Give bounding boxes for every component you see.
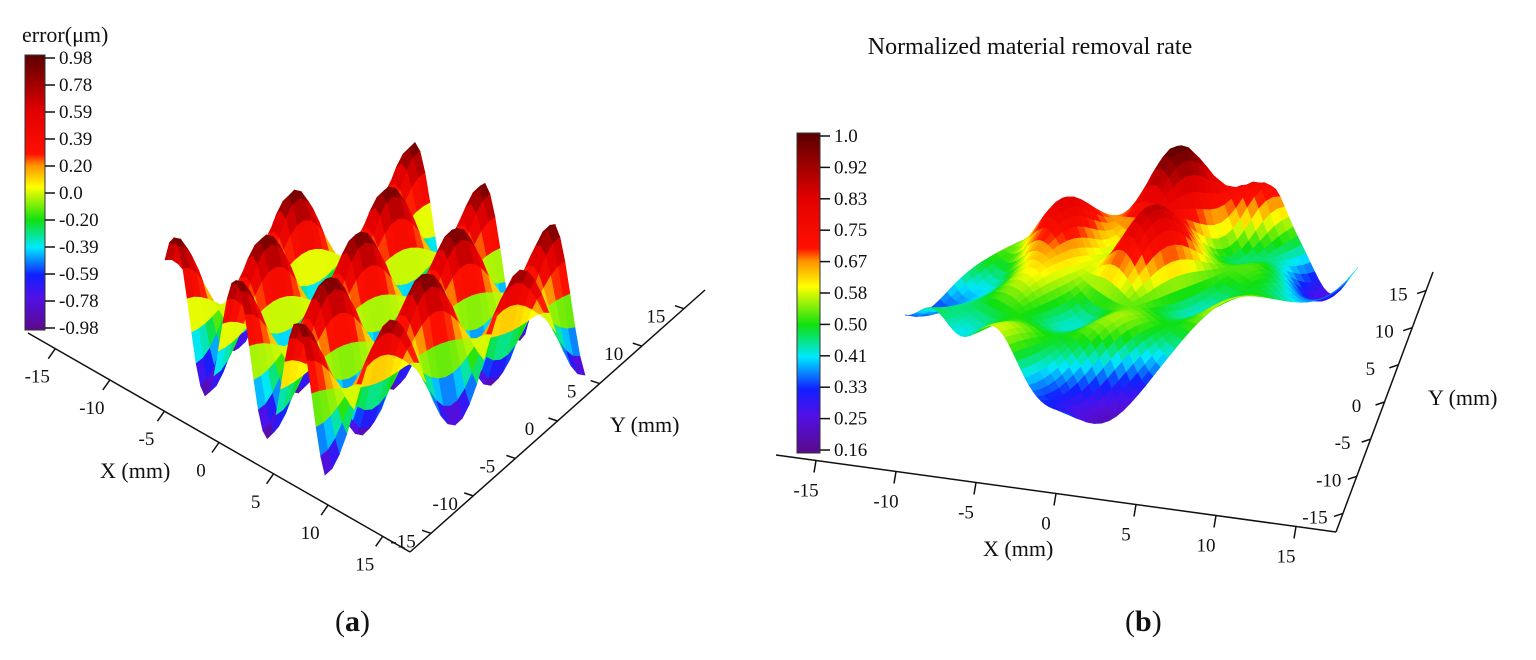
colorbar-tick-label: -0.59	[59, 264, 99, 285]
surface-plot-b	[904, 145, 1359, 424]
caption-b: (b)	[1125, 605, 1162, 638]
surface-patch	[1060, 410, 1073, 416]
y-tick-label: 10	[1375, 322, 1394, 343]
x-tick	[1213, 515, 1217, 528]
y-tick	[1402, 327, 1413, 332]
colorbar-tick-label: 0.75	[834, 220, 867, 241]
y-tick-label: -5	[479, 456, 495, 477]
caption-b-letter: b	[1135, 605, 1152, 638]
y-tick-label: 5	[567, 382, 577, 403]
x-axis-label-b: X (mm)	[983, 536, 1053, 561]
colorbar-b	[796, 132, 821, 454]
colorbar-tick-label: 0.59	[59, 102, 92, 123]
colorbar-tick-label: 0.98	[59, 48, 92, 69]
x-tick	[1133, 504, 1137, 517]
colorbar-tick-label: 0.50	[834, 314, 867, 335]
colorbar-tick-label: 0.67	[834, 252, 867, 273]
y-tick-label: -10	[1316, 470, 1341, 491]
colorbar-tick-label: -0.98	[59, 318, 99, 339]
y-tick-label: -15	[1302, 507, 1327, 528]
axis-ticks-a: -15 -10 -5 0 5 10 15 -15 -10 -5 0 5 10 15	[25, 305, 685, 575]
x-tick	[211, 442, 220, 453]
colorbar-tick-label: 0.33	[834, 377, 867, 398]
y-tick-label: 15	[646, 307, 665, 328]
y-tick	[548, 417, 558, 422]
y-tick-label: 5	[1366, 359, 1376, 380]
y-tick	[463, 492, 474, 497]
x-tick	[1293, 526, 1297, 539]
x-tick-label: -15	[793, 481, 818, 502]
x-tick	[47, 348, 56, 360]
x-tick-label: 0	[196, 461, 206, 482]
colorbar-tick-label: 1.0	[834, 126, 858, 147]
y-tick-label: -10	[433, 494, 458, 515]
chart-title-b: Normalized material removal rate	[868, 34, 1193, 60]
colorbar-tick-label: -0.20	[59, 210, 99, 231]
y-tick	[1333, 512, 1344, 518]
y-tick	[1375, 401, 1385, 406]
x-tick	[375, 535, 384, 547]
x-tick-label: -10	[873, 492, 898, 513]
colorbar-tick-label: 0.39	[59, 129, 92, 150]
colorbar-ticks-b: 1.0 0.92 0.83 0.75 0.67 0.58 0.50 0.41 0.33 0.25 0…	[820, 126, 867, 461]
x-tick-label: -10	[79, 398, 104, 419]
y-tick	[421, 529, 432, 534]
colorbar-tick-label: -0.78	[59, 291, 99, 312]
x-tick	[973, 482, 977, 495]
colorbar-a	[24, 54, 46, 331]
colorbar-tick-label: 0.16	[834, 440, 867, 461]
colorbar-tick-label: 0.0	[59, 183, 83, 204]
x-tick-label: 10	[301, 523, 320, 544]
x-axis-label-a: X (mm)	[100, 458, 170, 483]
y-tick-label: 15	[1389, 285, 1408, 306]
y-tick	[1389, 364, 1399, 369]
y-tick	[674, 305, 685, 310]
colorbar-tick-label: 0.20	[59, 156, 92, 177]
x-tick	[1053, 493, 1057, 506]
y-axis-label-a: Y (mm)	[610, 412, 679, 437]
x-tick	[265, 473, 275, 485]
y-tick	[506, 454, 516, 460]
y-tick-label: 0	[1352, 396, 1362, 417]
y-tick	[632, 342, 643, 347]
x-tick-label: -15	[25, 367, 50, 388]
colorbar-tick-label: 0.83	[834, 189, 867, 210]
colorbar-tick-label: 0.92	[834, 157, 867, 178]
x-tick	[156, 410, 166, 422]
y-tick	[1347, 475, 1358, 480]
x-tick-label: -5	[139, 429, 155, 450]
colorbar-tick-label: 0.58	[834, 283, 867, 304]
x-tick-label: 5	[1121, 525, 1131, 546]
colorbar-ticks-a: 0.98 0.78 0.59 0.39 0.20 0.0 -0.20 -0.39 -0.59 -0…	[45, 48, 99, 339]
x-tick-label: 0	[1041, 514, 1051, 535]
colorbar-tick-label: 0.78	[59, 75, 92, 96]
x-tick-label: 15	[1277, 547, 1296, 568]
y-tick-label: -5	[1335, 433, 1351, 454]
colorbar-label-a: error(μm)	[22, 22, 108, 47]
colorbar-tick-label: 0.41	[834, 346, 867, 367]
y-tick	[1361, 438, 1371, 443]
y-tick-label: -15	[390, 531, 415, 552]
x-tick	[893, 471, 897, 484]
x-tick	[320, 504, 329, 516]
x-tick-label: 5	[251, 492, 261, 513]
y-tick	[590, 379, 600, 385]
y-tick	[1416, 289, 1427, 295]
colorbar-tick-label: -0.39	[59, 237, 99, 258]
y-tick-label: 10	[604, 344, 623, 365]
colorbar-tick-label: 0.25	[834, 409, 867, 430]
y-tick-label: 0	[525, 419, 535, 440]
surface-patch	[320, 449, 333, 476]
x-tick	[102, 379, 111, 391]
x-tick-label: -5	[958, 503, 974, 524]
x-tick-label: 10	[1197, 536, 1216, 557]
surface-plot-a	[164, 142, 586, 476]
x-tick-label: 15	[355, 554, 374, 575]
y-axis-label-b: Y (mm)	[1428, 385, 1497, 410]
x-tick	[813, 460, 817, 473]
caption-a: (a)	[335, 605, 370, 638]
caption-a-letter: a	[345, 605, 360, 638]
